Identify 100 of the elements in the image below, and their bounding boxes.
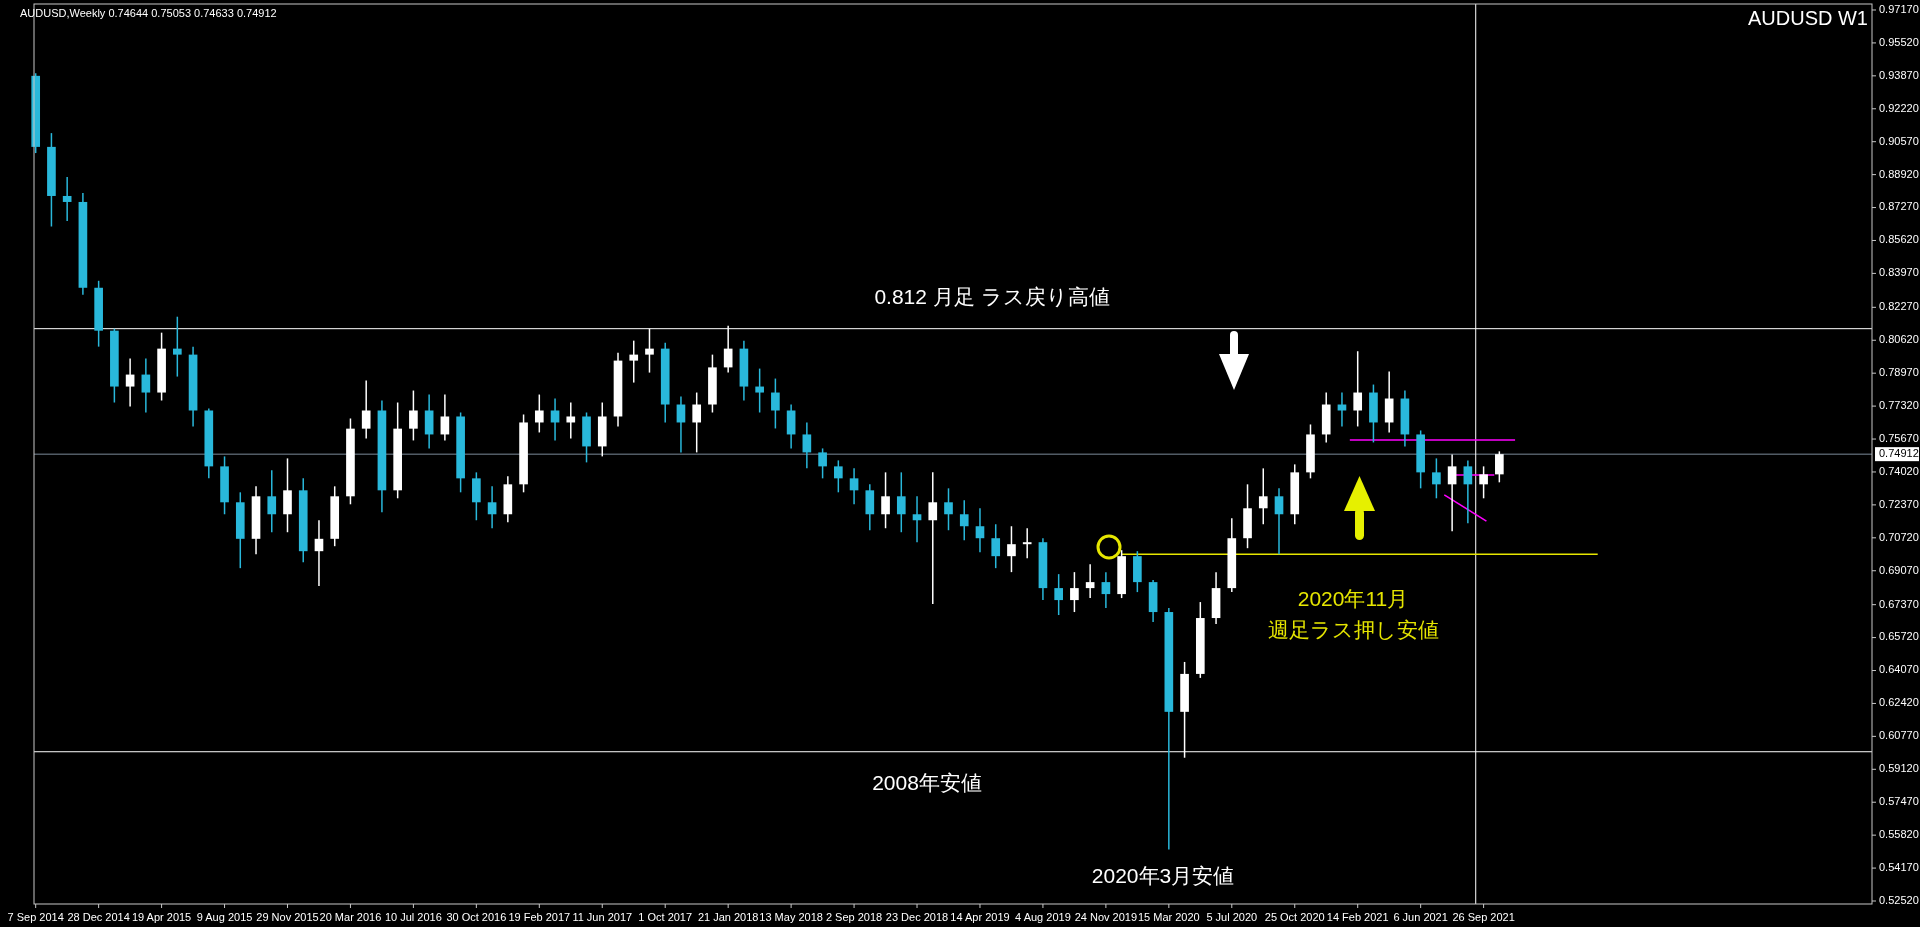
x-tick-label: 1 Oct 2017 [638,910,693,923]
candlestick [1274,487,1284,555]
x-tick-label: 19 Feb 2017 [508,910,571,923]
x-tick-label: 14 Feb 2021 [1326,910,1389,923]
candlestick [566,401,576,440]
candlestick [881,471,890,529]
x-tick-label: 13 May 2018 [759,910,823,923]
x-tick-label: 4 Aug 2019 [1015,910,1071,923]
candlestick [896,471,906,533]
chart-subtitle: AUDUSD W1 [1747,7,1868,30]
y-tick-label: 0.65720 [1879,630,1919,643]
x-tick-label: 14 Apr 2019 [950,910,1010,923]
y-tick-label: 0.55820 [1879,828,1919,841]
candlestick [834,459,843,494]
x-tick-label: 11 Jun 2017 [572,910,633,923]
y-tick-label: 0.57470 [1879,795,1919,808]
x-tick-label: 24 Nov 2019 [1074,910,1138,923]
candlestick [534,393,544,434]
candlestick [472,471,481,521]
candlestick [802,421,812,470]
candlestick [912,495,922,543]
x-tick-label: 7 Sep 2014 [7,910,64,923]
candlestick [944,487,953,531]
annotation: 週足ラス押し安値 [1267,617,1439,641]
candlestick [1258,467,1268,525]
x-tick-label: 6 Jun 2021 [1393,910,1448,923]
candlestick [283,457,292,533]
candlestick [629,339,639,384]
x-tick-label: 21 Jan 2018 [697,910,759,923]
candlestick [1022,527,1032,559]
candlestick [267,469,277,533]
candlestick [1085,563,1095,599]
y-tick-label: 0.82270 [1879,300,1919,313]
candlestick [62,176,72,222]
y-tick-label: 0.78970 [1879,366,1919,379]
x-tick-label: 28 Dec 2014 [67,910,130,923]
y-tick-label: 0.72370 [1879,497,1919,510]
candlestick [440,393,450,442]
y-tick-label: 0.60770 [1879,729,1919,742]
x-tick-label: 5 Jul 2020 [1206,910,1258,923]
candlestick [1384,370,1394,434]
candlestick [975,507,985,553]
x-tick-label: 25 Oct 2020 [1264,910,1325,923]
x-tick-label: 9 Aug 2015 [196,910,253,923]
y-tick-label: 0.70720 [1879,530,1919,543]
candlestick [1447,453,1457,532]
y-tick-label: 0.74020 [1879,464,1919,477]
annotation: 2020年11月 [1297,586,1409,610]
y-tick-label: 0.59120 [1879,762,1919,775]
candlestick [125,357,135,408]
candlestick [755,367,764,414]
y-tick-label: 0.80620 [1879,333,1919,346]
x-tick-label: 19 Apr 2015 [131,910,192,923]
x-tick-label: 10 Jul 2016 [384,910,442,923]
candlestick [818,447,827,480]
candlestick [1479,465,1488,500]
y-tick-label: 0.67370 [1879,597,1919,610]
candlestick [550,397,560,442]
candlestick [424,393,434,450]
y-tick-label: 0.62420 [1879,696,1919,709]
annotation: 2020年3月安値 [1091,863,1235,887]
y-tick-label: 0.69070 [1879,563,1919,576]
x-tick-label: 15 Mar 2020 [1137,910,1200,923]
candlestick [849,467,859,506]
candlestick [314,519,324,587]
y-tick-label: 0.93870 [1879,68,1919,81]
y-tick-label: 0.88920 [1879,167,1919,180]
candlestick [865,483,875,531]
y-tick-label: 0.95520 [1879,35,1919,48]
candlestick [959,499,969,541]
candlestick [487,485,497,529]
candlestick [1353,350,1363,428]
y-tick-label: 0.90570 [1879,134,1919,147]
chart-title: AUDUSD,Weekly 0.74644 0.75053 0.74633 0.74912 [20,6,277,19]
candlestick [141,357,151,414]
y-tick-label: 0.75670 [1879,431,1919,444]
y-tick-label: 0.92220 [1879,101,1919,114]
candlestick [1007,525,1016,573]
x-tick-label: 30 Oct 2016 [446,910,507,923]
candlestick [1070,571,1079,613]
y-tick-label: 0.54170 [1879,860,1919,873]
y-tick-label: 0.83970 [1879,266,1919,279]
ref-line-label: 0.74912 [1879,447,1919,460]
candlestick [692,391,702,454]
candlestick [786,403,796,450]
candlestick [1101,571,1111,609]
x-tick-label: 20 Mar 2016 [319,910,382,923]
x-tick-label: 23 Dec 2018 [885,910,949,923]
candlestick [1054,573,1063,616]
x-tick-label: 26 Sep 2021 [1452,910,1515,923]
candlestick [361,379,371,440]
candlestick [991,523,1001,569]
candlestick [771,377,780,430]
candlestick [1495,450,1504,484]
x-tick-label: 29 Nov 2015 [256,910,319,923]
y-tick-label: 0.52520 [1879,893,1919,906]
y-tick-label: 0.64070 [1879,663,1919,676]
y-tick-label: 0.77320 [1879,399,1919,412]
candlestick [173,315,182,378]
candlestick [409,389,418,442]
